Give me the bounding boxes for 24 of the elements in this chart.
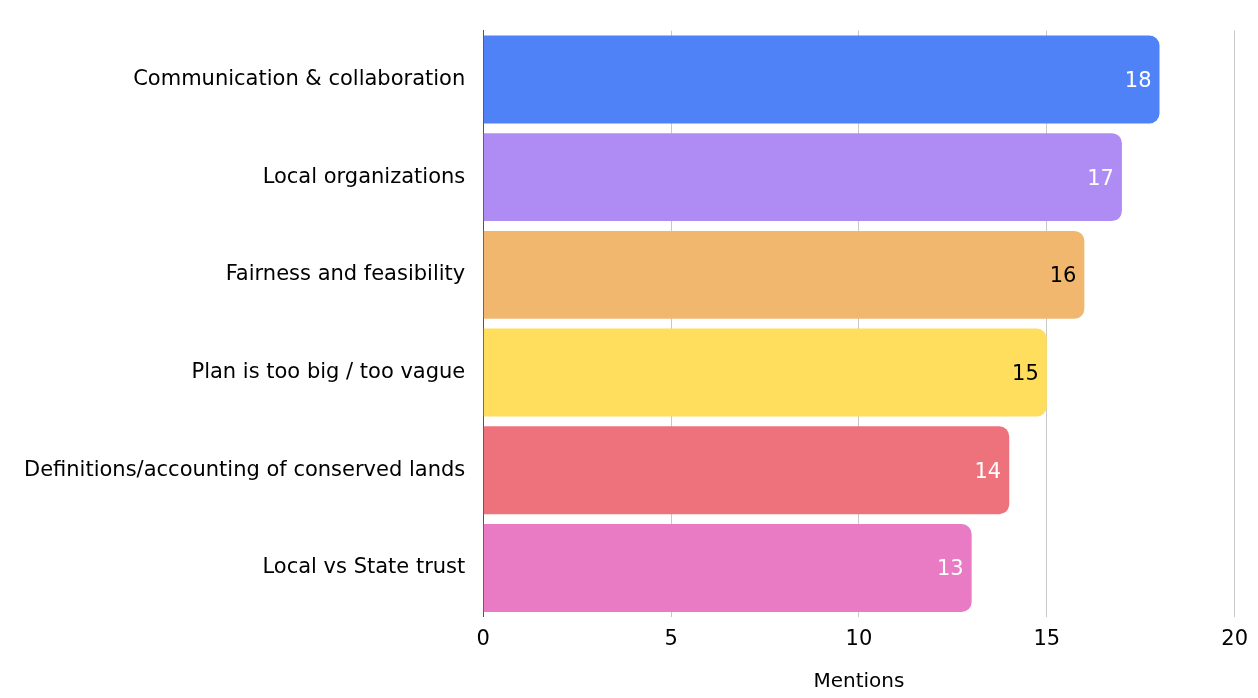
bar: [483, 230, 1085, 319]
data-label: 13: [936, 556, 964, 581]
x-axis-title: Mentions: [813, 668, 905, 693]
y-tick-label: Definitions/accounting of conserved lands: [23, 456, 466, 481]
data-label: 18: [1124, 67, 1152, 92]
y-tick-label: Local vs State trust: [262, 554, 466, 579]
data-label: 14: [974, 458, 1002, 483]
bar: [483, 35, 1160, 124]
y-tick-label: Communication & collaboration: [133, 65, 466, 90]
data-label: 15: [1012, 361, 1039, 385]
x-tick-label: 10: [845, 625, 873, 650]
y-tick-label: Fairness and feasibility: [225, 261, 466, 286]
x-tick-label: 20: [1221, 625, 1249, 650]
bar: [483, 523, 972, 612]
x-tick-label: 0: [476, 625, 490, 650]
data-label: 16: [1049, 263, 1077, 288]
bar: [483, 133, 1122, 222]
x-tick-label: 15: [1033, 625, 1061, 650]
y-tick-label: Local organizations: [262, 163, 466, 188]
y-tick-label: Plan is too big / too vague: [191, 359, 466, 383]
data-label: 17: [1087, 165, 1114, 190]
bar: [483, 426, 1010, 515]
x-tick-label: 5: [664, 625, 678, 650]
bar: [483, 328, 1047, 417]
